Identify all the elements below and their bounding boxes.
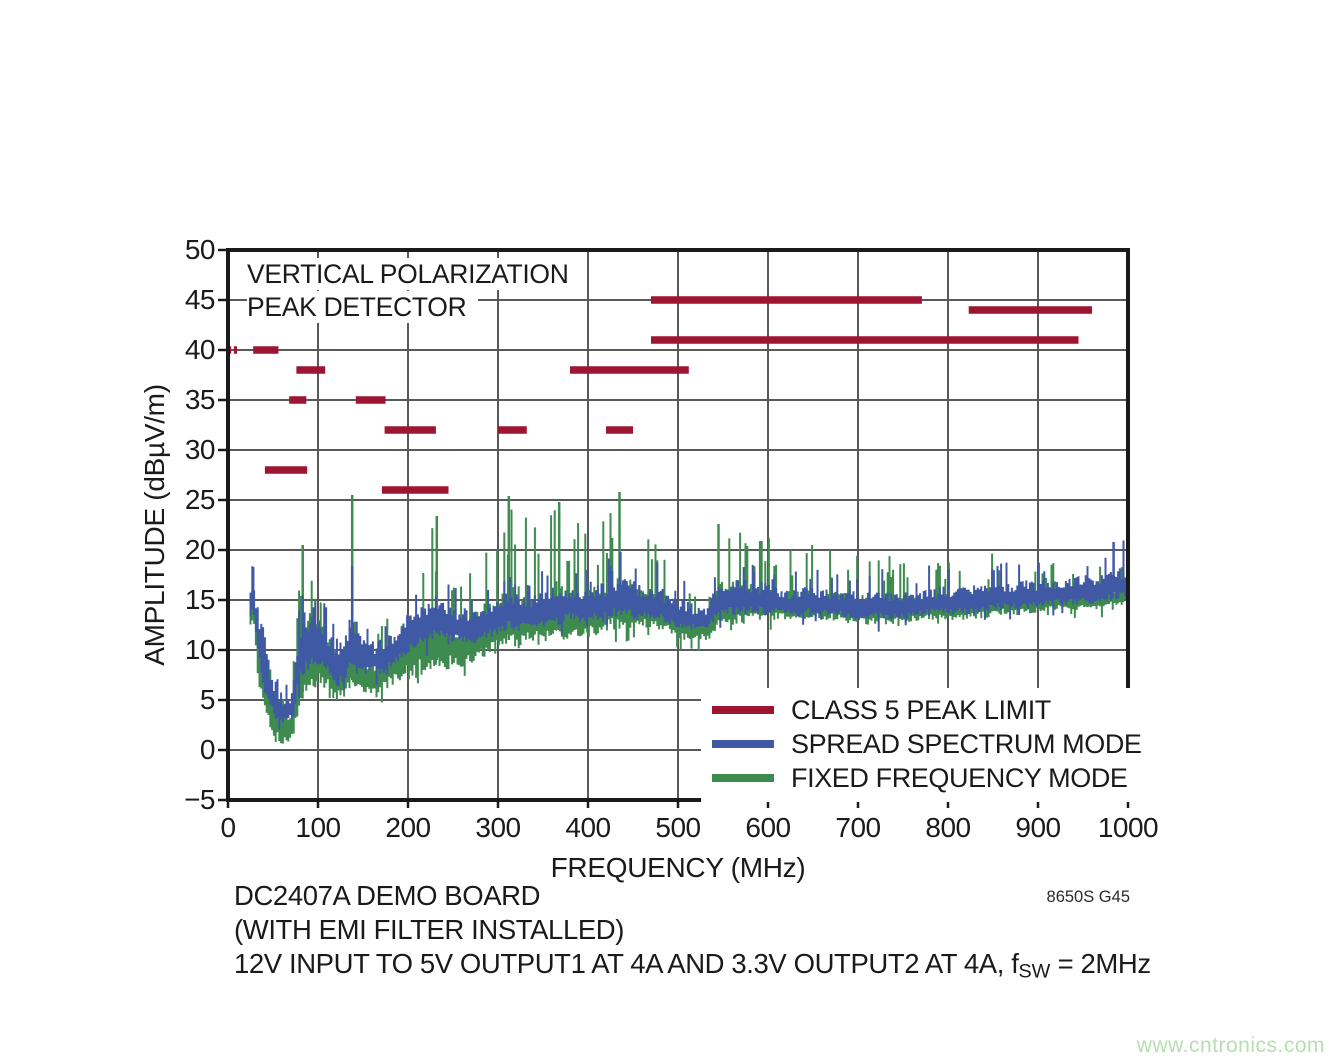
- y-tick-label: 40: [184, 334, 216, 365]
- plot-border: [226, 248, 1130, 802]
- caption-line-3: 12V INPUT TO 5V OUTPUT1 AT 4A AND 3.3V O…: [234, 947, 1151, 988]
- y-axis-title: AMPLITUDE (dBµV/m): [139, 384, 170, 666]
- plot-id: 8650S G45: [1046, 888, 1130, 906]
- legend-label: FIXED FREQUENCY MODE: [791, 762, 1128, 793]
- caption-fsw-sub: SW: [1018, 960, 1051, 983]
- y-tick-label: 20: [184, 534, 216, 565]
- annotation-text-2: PEAK DETECTOR: [247, 291, 479, 323]
- x-axis-title: FREQUENCY (MHz): [550, 852, 806, 883]
- legend: CLASS 5 PEAK LIMIT SPREAD SPECTRUM MODE FI…: [701, 688, 1155, 802]
- plot-area: [218, 248, 1130, 808]
- x-tick-label: 700: [835, 812, 881, 843]
- x-tick-label: 400: [565, 812, 611, 843]
- spread-spectrum-trace: [249, 540, 1129, 730]
- caption-line-1: DC2407A DEMO BOARD: [234, 880, 541, 911]
- x-tick-label: 600: [745, 812, 791, 843]
- x-tick-label: 500: [655, 812, 701, 843]
- x-tick-label: 100: [295, 812, 341, 843]
- caption-fsw-suffix: = 2MHz: [1050, 948, 1152, 979]
- x-tick-label: 200: [385, 812, 431, 843]
- y-tick-label: 5: [199, 684, 216, 715]
- caption: DC2407A DEMO BOARD (WITH EMI FILTER INST…: [234, 879, 1151, 988]
- annotation-text-1: VERTICAL POLARIZATION: [247, 258, 581, 290]
- annotation-line-1: VERTICAL POLARIZATION: [247, 258, 581, 291]
- x-tick-label: 300: [475, 812, 521, 843]
- legend-label: SPREAD SPECTRUM MODE: [791, 728, 1142, 759]
- y-tick-label: −5: [184, 784, 215, 815]
- legend-label: CLASS 5 PEAK LIMIT: [791, 694, 1051, 725]
- y-tick-label: 0: [199, 734, 216, 765]
- x-tick-label: 900: [1015, 812, 1061, 843]
- legend-swatch: [712, 706, 774, 714]
- legend-swatch: [712, 774, 774, 782]
- y-tick-label: 10: [184, 634, 216, 665]
- x-tick-label: 800: [925, 812, 971, 843]
- y-tick-label: 15: [184, 584, 216, 615]
- y-tick-label: 50: [184, 234, 216, 265]
- y-tick-label: 35: [184, 384, 216, 415]
- legend-row: CLASS 5 PEAK LIMIT: [712, 693, 1142, 727]
- y-tick-label: 45: [184, 284, 216, 315]
- x-tick-label: 0: [220, 812, 236, 843]
- legend-swatch: [712, 740, 774, 748]
- legend-row: SPREAD SPECTRUM MODE: [712, 727, 1142, 761]
- legend-row: FIXED FREQUENCY MODE: [712, 761, 1142, 795]
- plot-annotation: VERTICAL POLARIZATION PEAK DETECTOR: [247, 258, 581, 324]
- annotation-line-2: PEAK DETECTOR: [247, 291, 581, 324]
- y-tick-label: 30: [184, 434, 216, 465]
- watermark: www.cntronics.com: [1136, 1034, 1325, 1057]
- x-tick-label: 1000: [1097, 812, 1159, 843]
- caption-line-2: (WITH EMI FILTER INSTALLED): [234, 914, 625, 945]
- y-tick-label: 25: [184, 484, 216, 515]
- caption-fsw-prefix: 12V INPUT TO 5V OUTPUT1 AT 4A AND 3.3V O…: [234, 948, 1019, 979]
